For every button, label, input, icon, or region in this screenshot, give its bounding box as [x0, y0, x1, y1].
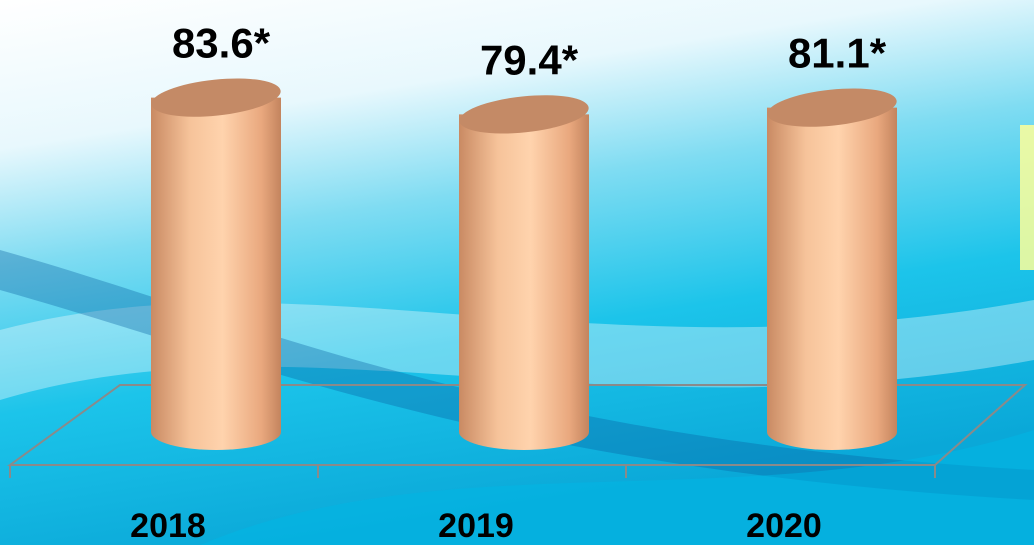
cylinder-body: [459, 114, 589, 451]
value-label: 79.4*: [480, 36, 579, 83]
note-box: [1020, 125, 1034, 270]
cylinder-top: [767, 88, 897, 127]
cylinder-body: [767, 107, 897, 450]
cylinder-body: [151, 97, 281, 450]
x-tick-label: 2019: [438, 507, 514, 545]
value-label: 83.6*: [172, 20, 271, 67]
x-tick-label: 2020: [746, 507, 822, 545]
x-tick-label: 2018: [130, 507, 206, 545]
floor: [6, 384, 1028, 478]
value-label: 81.1*: [788, 30, 887, 77]
cylinder-top: [459, 95, 589, 134]
cylinder-top: [151, 78, 281, 117]
swoosh: [200, 430, 1034, 545]
